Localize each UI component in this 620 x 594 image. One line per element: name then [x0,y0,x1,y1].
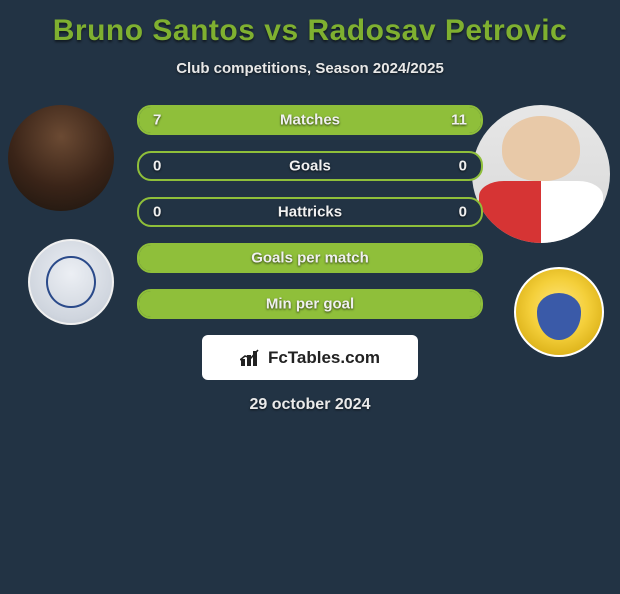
stat-bar: 0 0 Hattricks [137,197,483,227]
stat-label: Hattricks [278,204,342,221]
stat-label: Goals [289,158,331,175]
stat-bar: 0 0 Goals [137,151,483,181]
stat-value-left: 0 [153,204,161,221]
stat-bar: 7 11 Matches [137,105,483,135]
stat-value-left: 0 [153,158,161,175]
brand-suffix: Tables.com [288,348,380,367]
source-text: FcTables.com [268,348,380,368]
page-title: Bruno Santos vs Radosav Petrovic [0,14,620,48]
chart-icon [240,349,262,367]
comparison-panel: 7 11 Matches 0 0 Goals 0 0 Hattricks Goals per ma… [0,105,620,414]
source-badge: FcTables.com [202,335,418,380]
stat-bar-list: 7 11 Matches 0 0 Goals 0 0 Hattricks Goals per ma… [137,105,483,319]
stat-value-right: 0 [459,204,467,221]
club-right-badge [514,267,604,357]
player-right-avatar [472,105,610,243]
stat-label: Matches [280,112,340,129]
stat-label: Min per goal [266,296,354,313]
stat-value-left: 7 [153,112,161,129]
brand-prefix: Fc [268,348,288,367]
stat-label: Goals per match [251,250,369,267]
snapshot-date: 29 october 2024 [0,396,620,414]
stat-bar: Goals per match [137,243,483,273]
page-subtitle: Club competitions, Season 2024/2025 [0,60,620,77]
stat-value-right: 0 [459,158,467,175]
stat-bar: Min per goal [137,289,483,319]
player-left-avatar [8,105,114,211]
stat-value-right: 11 [451,112,467,129]
club-left-badge [28,239,114,325]
